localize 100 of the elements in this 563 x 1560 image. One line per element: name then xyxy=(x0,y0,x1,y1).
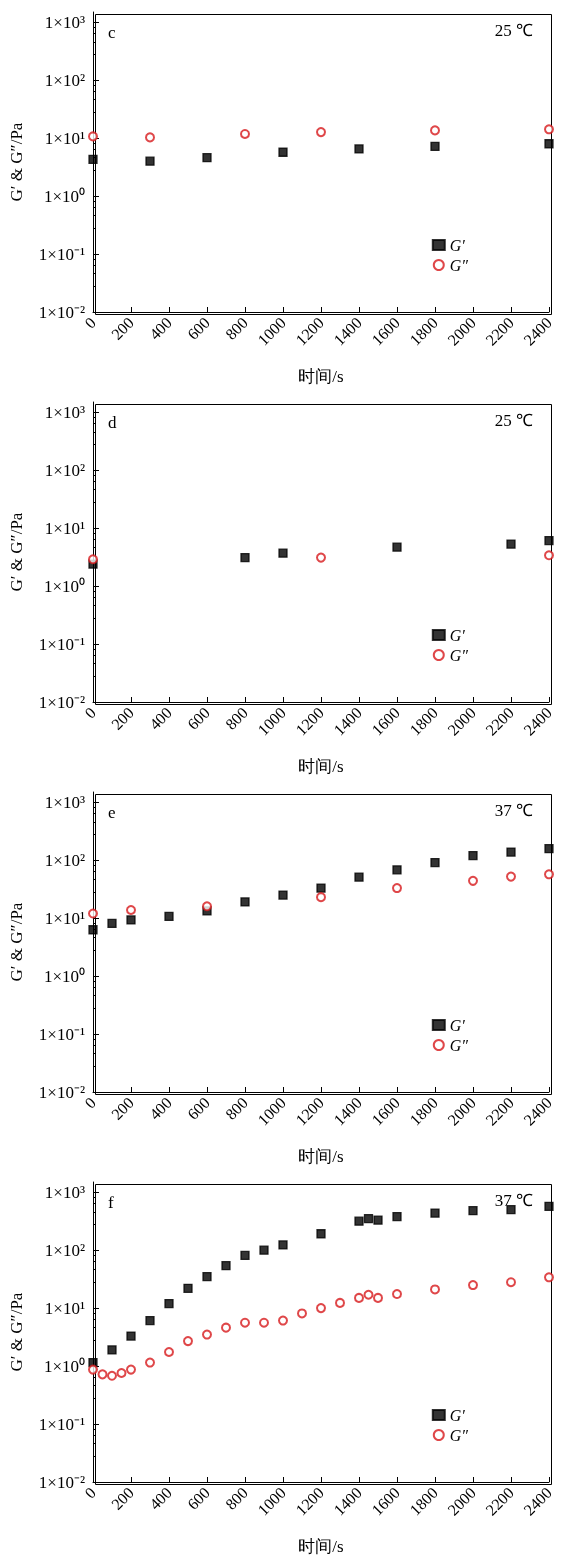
y-tick-label: 1×10⁻¹ xyxy=(38,634,85,654)
point xyxy=(544,1201,554,1212)
legend-label: G′ xyxy=(449,1406,466,1424)
x-tick-label: 800 xyxy=(222,703,252,733)
legend-label: G″ xyxy=(449,256,469,274)
x-axis-title: 时间/s xyxy=(298,1147,344,1166)
point xyxy=(363,1289,374,1300)
point xyxy=(544,1272,554,1283)
point xyxy=(240,552,250,563)
point xyxy=(354,1216,364,1226)
point xyxy=(316,892,326,903)
point xyxy=(373,1292,383,1303)
y-tick-label: 1×10¹ xyxy=(44,908,85,928)
point xyxy=(88,925,98,935)
y-tick-label: 1×10¹ xyxy=(44,1298,85,1318)
point xyxy=(278,548,288,558)
point xyxy=(316,127,326,138)
point xyxy=(240,128,250,139)
point xyxy=(316,883,326,893)
point xyxy=(240,1250,250,1261)
point xyxy=(164,1347,174,1357)
point xyxy=(145,156,155,166)
point xyxy=(506,1205,516,1215)
x-tick-label: 400 xyxy=(146,703,176,733)
point xyxy=(88,131,98,142)
point xyxy=(126,1331,136,1341)
x-axis-title: 时间/s xyxy=(298,757,344,776)
legend-label: G′ xyxy=(449,1016,466,1034)
point xyxy=(354,872,364,882)
point xyxy=(335,1297,345,1308)
point xyxy=(392,1289,402,1300)
point xyxy=(392,883,402,894)
annotation: f xyxy=(108,1193,114,1212)
annotation: d xyxy=(108,413,117,432)
point xyxy=(164,1298,174,1309)
y-tick-label: 1×10² xyxy=(44,850,85,870)
x-tick-label: 200 xyxy=(108,703,138,733)
point xyxy=(506,1277,516,1288)
y-tick-label: 1×10¹ xyxy=(44,518,85,538)
point xyxy=(430,125,440,136)
point xyxy=(107,918,117,929)
point xyxy=(392,865,402,875)
point xyxy=(430,1284,440,1295)
point xyxy=(544,869,554,880)
legend-label: G′ xyxy=(449,236,466,254)
x-axis-title: 时间/s xyxy=(298,367,344,386)
point xyxy=(183,1283,193,1293)
point xyxy=(88,1364,98,1375)
annotation: 37 ℃ xyxy=(494,1191,533,1210)
x-tick-label: 400 xyxy=(146,1483,176,1513)
point xyxy=(202,1329,212,1340)
x-tick-label: 600 xyxy=(184,1483,214,1513)
y-tick-label: 1×10⁰ xyxy=(43,966,85,986)
y-tick-label: 1×10³ xyxy=(44,792,85,812)
x-tick-label: 600 xyxy=(184,1093,214,1123)
point xyxy=(126,915,136,925)
point xyxy=(506,539,516,549)
y-tick-label: 1×10⁻¹ xyxy=(38,1024,85,1044)
legend-label: G″ xyxy=(449,646,469,664)
x-tick-label: 800 xyxy=(222,1093,252,1123)
point xyxy=(392,1211,402,1222)
x-tick-label: 400 xyxy=(146,1093,176,1123)
point xyxy=(240,897,250,907)
y-tick-label: 1×10³ xyxy=(44,1182,85,1202)
x-tick-label: 200 xyxy=(108,1483,138,1513)
point xyxy=(278,1315,288,1326)
y-tick-label: 1×10⁰ xyxy=(43,576,85,596)
legend-label: G″ xyxy=(449,1036,469,1054)
x-tick-label: 200 xyxy=(108,1093,138,1123)
y-tick-label: 1×10² xyxy=(44,1240,85,1260)
y-tick-label: 1×10⁰ xyxy=(43,1356,85,1376)
y-tick-label: 1×10⁻¹ xyxy=(38,244,85,264)
point xyxy=(316,1303,326,1314)
point xyxy=(259,1317,269,1328)
x-tick-label: 600 xyxy=(184,313,214,343)
point xyxy=(544,124,554,135)
y-tick-label: 1×10⁻¹ xyxy=(38,1414,85,1434)
point xyxy=(354,144,364,154)
x-tick-label: 800 xyxy=(222,1483,252,1513)
annotation: 37 ℃ xyxy=(494,801,533,820)
x-tick-label: 800 xyxy=(222,313,252,343)
point xyxy=(430,141,440,152)
point xyxy=(202,1271,212,1282)
point xyxy=(316,552,326,563)
point xyxy=(145,132,155,143)
point xyxy=(544,550,554,561)
y-tick-label: 1×10¹ xyxy=(44,128,85,148)
point xyxy=(363,1213,374,1224)
point xyxy=(468,850,478,861)
point xyxy=(544,844,554,854)
point xyxy=(316,1229,326,1239)
legend-label: G′ xyxy=(449,626,466,644)
point xyxy=(97,1369,108,1380)
y-tick-label: 1×10³ xyxy=(44,402,85,422)
point xyxy=(506,871,516,882)
point xyxy=(183,1336,193,1347)
legend-label: G″ xyxy=(449,1426,469,1444)
x-tick-label: 600 xyxy=(184,703,214,733)
point xyxy=(430,857,440,868)
y-axis-title: G′ & G″/Pa xyxy=(7,512,26,592)
